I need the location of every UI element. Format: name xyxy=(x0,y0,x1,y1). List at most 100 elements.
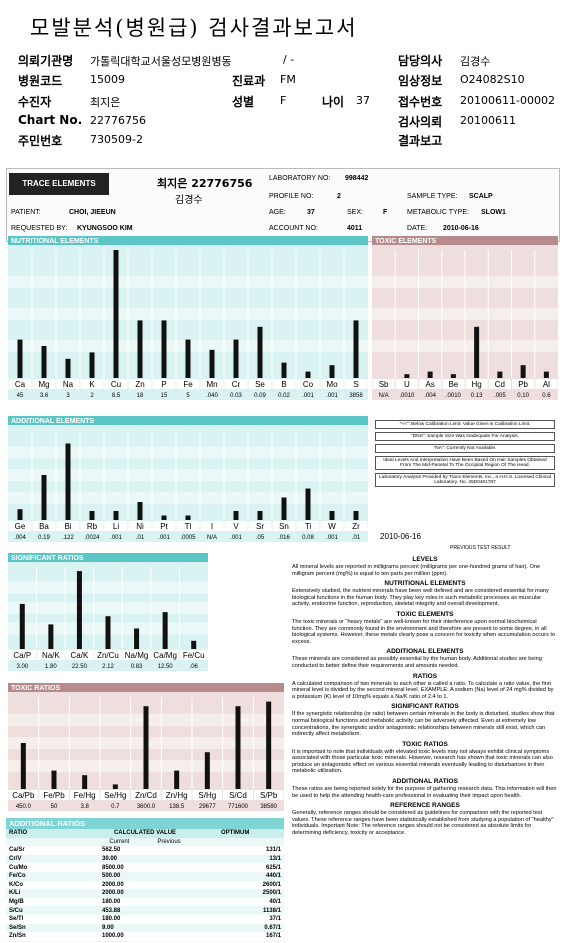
section-heading: NUTRITIONAL ELEMENTS xyxy=(384,580,466,588)
element-label: Hg xyxy=(472,380,482,389)
section-text: Extensively studied, the nutrient minera… xyxy=(292,588,549,608)
element-label: Mg xyxy=(38,380,49,389)
table-cell: Mg/B xyxy=(9,899,24,906)
value: 998442 xyxy=(345,175,369,182)
field-value: 20100611-00002 xyxy=(460,94,555,107)
band xyxy=(8,446,368,459)
element-label: Ca/Pb xyxy=(12,791,35,800)
element-label: Fe/Hg xyxy=(74,791,96,800)
bar xyxy=(17,509,23,520)
element-label: S/Cd xyxy=(229,791,247,800)
bar xyxy=(281,497,287,520)
label-cell xyxy=(344,379,368,389)
value-label: 2.12 xyxy=(102,664,114,670)
label-cell xyxy=(8,650,37,660)
element-label: Cr xyxy=(232,380,241,389)
label: SAMPLE TYPE: xyxy=(407,193,458,200)
section-text: All mineral levels are reported in milli… xyxy=(292,564,541,577)
section-heading: REFERENCE RANGES xyxy=(390,802,460,810)
bar xyxy=(520,365,526,378)
label-cell xyxy=(320,521,344,531)
label-cell xyxy=(176,521,200,531)
bar xyxy=(20,743,26,789)
legend-note: "<<": Below Calibration Limit: Value Giv… xyxy=(375,420,555,429)
element-label: S xyxy=(353,380,358,389)
table-cell: 1000.00 xyxy=(102,933,124,940)
value-label: .040 xyxy=(206,393,218,399)
value-label: .001 xyxy=(158,535,170,541)
table-cell: 30.00 xyxy=(102,856,118,863)
value-label: .004 xyxy=(424,393,436,399)
label-cell xyxy=(535,379,558,389)
element-label: As xyxy=(425,380,434,389)
label-cell xyxy=(344,521,368,531)
value: 4011 xyxy=(347,225,363,232)
section-heading: LEVELS xyxy=(412,556,438,563)
label-cell xyxy=(248,521,272,531)
element-label: Bi xyxy=(64,522,71,531)
label-cell xyxy=(152,379,176,389)
bar xyxy=(113,250,119,378)
label: ACCOUNT NO: xyxy=(269,225,318,232)
table-cell: 2600/1 xyxy=(262,881,281,888)
column-header: CALCULATED VALUE xyxy=(72,829,218,838)
value-label: 18 xyxy=(137,393,144,399)
label-cell xyxy=(179,650,208,660)
table-cell: 2000.00 xyxy=(102,890,124,897)
bar xyxy=(65,358,71,378)
field-value: 730509-2 xyxy=(90,133,143,146)
table-cell: K/Co xyxy=(9,881,23,888)
value: KYUNGSOO KIM xyxy=(77,225,133,232)
section-heading: TOXIC ELEMENTS xyxy=(396,610,454,618)
field-value: 김경수 xyxy=(460,55,491,68)
table-cell: 453.88 xyxy=(102,907,121,914)
bar xyxy=(474,326,480,378)
section-text: If the synergistic relationship (or rati… xyxy=(292,711,555,738)
legend-note: Laboratory Analysis Provided by Trace El… xyxy=(375,473,555,487)
bar xyxy=(41,475,47,520)
element-label: Ge xyxy=(15,522,26,531)
element-label: Na/K xyxy=(42,651,60,660)
table-row: Fe/Co 500.00 440/1 xyxy=(6,872,284,881)
lab-logo: TRACE ELEMENTS xyxy=(9,173,109,195)
value-label: 0.08 xyxy=(302,535,314,541)
value-label: .0010 xyxy=(446,393,462,399)
element-label: Mo xyxy=(326,380,338,389)
section-heading: SIGNIFICANT RATIOS xyxy=(391,703,459,711)
label-cell xyxy=(56,521,80,531)
label: AGE: xyxy=(269,209,286,216)
panel-header xyxy=(372,236,558,245)
bar xyxy=(162,612,168,649)
stamp-doctor: 김경수 xyxy=(175,195,203,206)
label-cell xyxy=(65,650,94,660)
label-cell xyxy=(37,650,65,660)
bar xyxy=(233,339,239,378)
label-cell xyxy=(100,790,131,800)
value-label: .0024 xyxy=(84,535,100,541)
bar xyxy=(404,374,410,378)
label-cell xyxy=(151,650,179,660)
table-row: Cr/V 30.00 13/1 xyxy=(6,855,284,864)
field-value: 22776756 xyxy=(90,114,146,127)
element-label: Sr xyxy=(256,522,264,531)
value-label: 0.03 xyxy=(230,393,242,399)
label-cell xyxy=(161,790,192,800)
panel-title: TOXIC ELEMENTS xyxy=(375,238,437,245)
bar xyxy=(233,511,239,520)
element-label: Ca xyxy=(15,380,26,389)
label-cell xyxy=(395,379,418,389)
band xyxy=(8,491,368,504)
element-label: S/Hg xyxy=(198,791,216,800)
label-cell xyxy=(320,379,344,389)
label: LABORATORY NO: xyxy=(269,175,331,182)
label-cell xyxy=(200,379,224,389)
table-cell: 2500/1 xyxy=(262,890,281,897)
value-label: N/A xyxy=(207,535,217,541)
lab-header: TRACE ELEMENTS 최지은 22776756 김경수 LABORATO… xyxy=(6,168,560,242)
value-label: .0010 xyxy=(399,393,415,399)
value: SLOW1 xyxy=(481,209,506,216)
cell: Current Previous xyxy=(72,838,218,847)
bar xyxy=(161,320,167,378)
